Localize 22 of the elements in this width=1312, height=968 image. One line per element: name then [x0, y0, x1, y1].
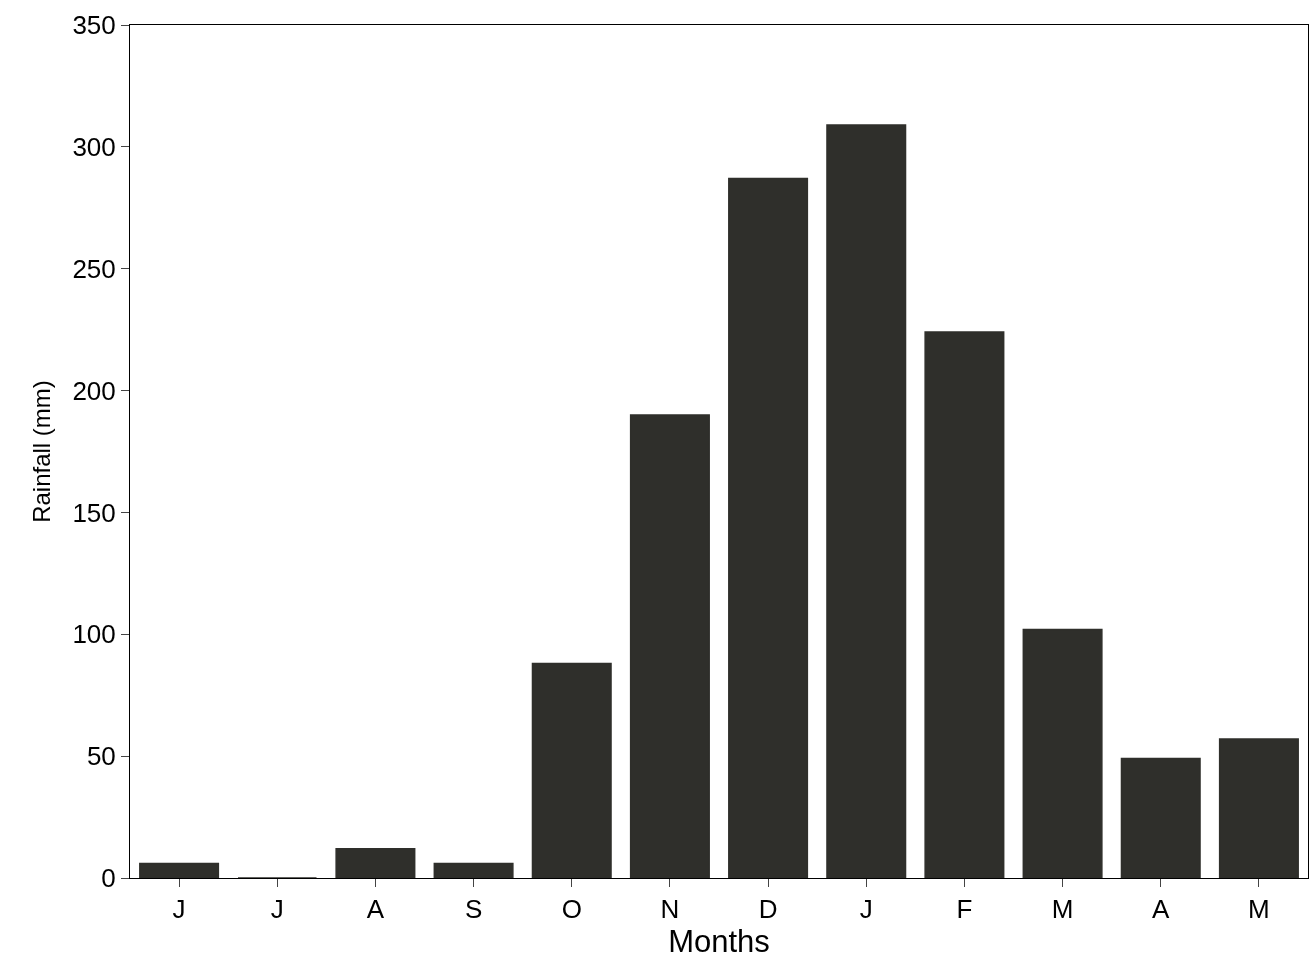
x-tick-label: J: [172, 894, 186, 925]
y-tick-label: 50: [86, 741, 116, 772]
y-tick-label: 0: [101, 863, 116, 894]
y-tick-label: 200: [72, 375, 116, 406]
y-tick-label: 350: [72, 10, 116, 41]
x-tick-label: O: [561, 894, 582, 925]
x-tick-label: N: [660, 894, 680, 925]
x-tick-label: A: [366, 894, 385, 925]
y-axis-title: Rainfall (mm): [27, 380, 55, 523]
x-tick-label: J: [270, 894, 284, 925]
x-tick-label: J: [859, 894, 873, 925]
y-tick-label: 300: [72, 131, 116, 162]
x-tick-label: F: [956, 894, 973, 925]
x-tick-label: S: [464, 894, 483, 925]
x-tick-label: M: [1248, 894, 1270, 925]
x-tick-label: A: [1152, 894, 1171, 925]
x-axis-title: Months: [668, 924, 770, 960]
x-tick-label: M: [1051, 894, 1074, 925]
y-tick-label: 150: [72, 497, 116, 528]
y-tick-label: 100: [72, 619, 116, 650]
x-tick-label: D: [758, 894, 778, 925]
y-tick-label: 250: [72, 253, 116, 284]
